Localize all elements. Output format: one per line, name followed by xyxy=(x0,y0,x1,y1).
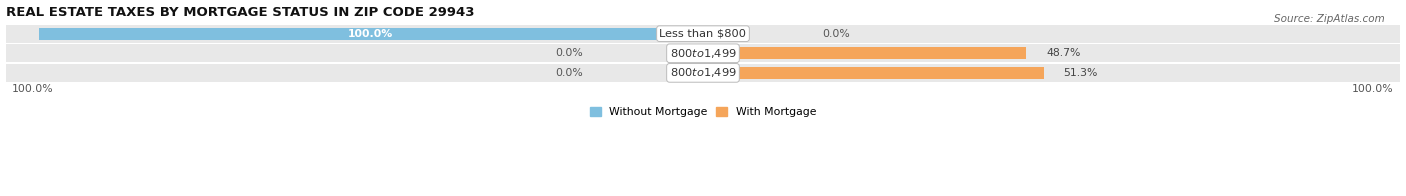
Text: 0.0%: 0.0% xyxy=(555,68,583,78)
Text: Less than $800: Less than $800 xyxy=(659,29,747,39)
Text: 100.0%: 100.0% xyxy=(13,84,53,94)
Bar xyxy=(6,25,1400,43)
Text: $800 to $1,499: $800 to $1,499 xyxy=(669,66,737,79)
Bar xyxy=(39,28,703,40)
Bar xyxy=(6,44,1400,62)
Bar xyxy=(6,64,1400,82)
Text: 51.3%: 51.3% xyxy=(1064,68,1098,78)
Bar xyxy=(703,67,1043,79)
Text: REAL ESTATE TAXES BY MORTGAGE STATUS IN ZIP CODE 29943: REAL ESTATE TAXES BY MORTGAGE STATUS IN … xyxy=(6,5,474,19)
Bar xyxy=(703,47,1026,59)
Text: 100.0%: 100.0% xyxy=(1353,84,1393,94)
Text: 0.0%: 0.0% xyxy=(555,48,583,58)
Legend: Without Mortgage, With Mortgage: Without Mortgage, With Mortgage xyxy=(585,103,821,121)
Text: Source: ZipAtlas.com: Source: ZipAtlas.com xyxy=(1274,14,1385,24)
Text: $800 to $1,499: $800 to $1,499 xyxy=(669,47,737,60)
Text: 0.0%: 0.0% xyxy=(823,29,851,39)
Text: 48.7%: 48.7% xyxy=(1046,48,1081,58)
Text: 100.0%: 100.0% xyxy=(349,29,394,39)
